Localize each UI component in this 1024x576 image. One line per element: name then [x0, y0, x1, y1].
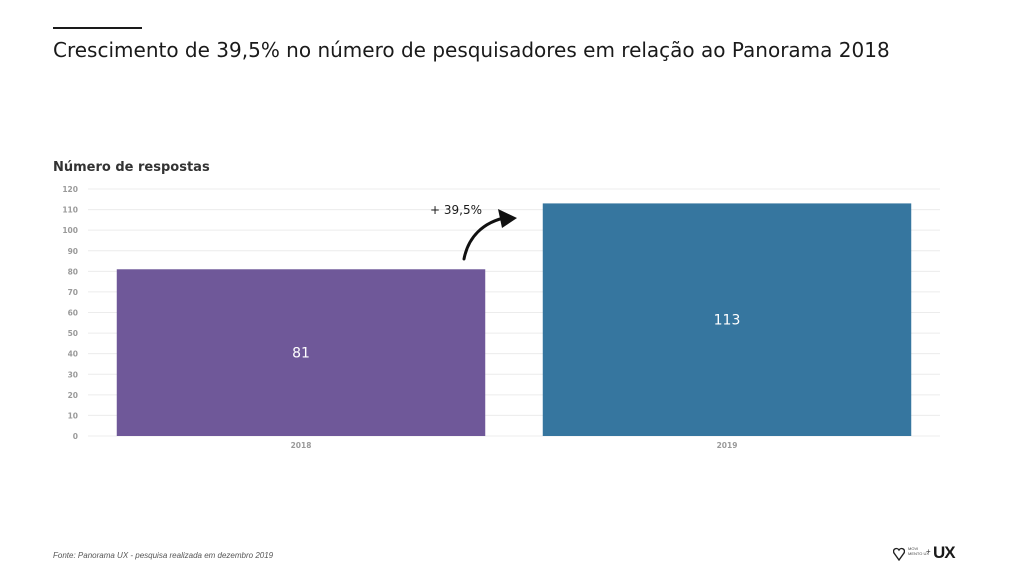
x-tick-label: 2018	[291, 441, 312, 450]
y-axis-ticks: 0 10 20 30 40 50 60 70 80 90 100 110 120	[62, 185, 78, 441]
title-rule	[53, 27, 142, 29]
logo-plus: +	[926, 547, 931, 556]
y-tick-label: 110	[62, 206, 78, 215]
data-label-2018: 81	[292, 346, 310, 362]
logo-ux-text: UX	[933, 543, 956, 562]
brand-logo: MOVI MENTO UX + UX	[893, 543, 959, 565]
y-tick-label: 10	[68, 411, 78, 420]
heart-pin-icon	[893, 547, 905, 561]
y-tick-label: 20	[68, 391, 78, 400]
chart-title: Número de respostas	[53, 160, 210, 175]
x-tick-label: 2019	[717, 441, 738, 450]
arrowhead-icon	[498, 209, 517, 228]
y-tick-label: 0	[73, 432, 78, 441]
x-axis-ticks: 2018 2019	[291, 441, 738, 450]
y-tick-label: 30	[68, 370, 78, 379]
y-tick-label: 90	[68, 247, 78, 256]
source-footnote: Fonte: Panorama UX - pesquisa realizada …	[53, 551, 274, 560]
logo-small-text: MOVI MENTO UX	[908, 546, 930, 556]
y-tick-label: 50	[68, 329, 78, 338]
y-tick-label: 100	[62, 226, 78, 235]
data-label-2019: 113	[714, 313, 741, 329]
growth-annotation-label: + 39,5%	[430, 203, 482, 217]
y-tick-label: 60	[68, 309, 78, 318]
page-title: Crescimento de 39,5% no número de pesqui…	[53, 38, 890, 62]
y-tick-label: 40	[68, 350, 78, 359]
bars: 81 113	[116, 203, 912, 436]
y-tick-label: 120	[62, 185, 78, 194]
bar-2018	[116, 269, 486, 436]
y-tick-label: 70	[68, 288, 78, 297]
y-tick-label: 80	[68, 267, 78, 276]
growth-annotation: + 39,5%	[430, 203, 517, 261]
bar-2019	[542, 203, 912, 436]
